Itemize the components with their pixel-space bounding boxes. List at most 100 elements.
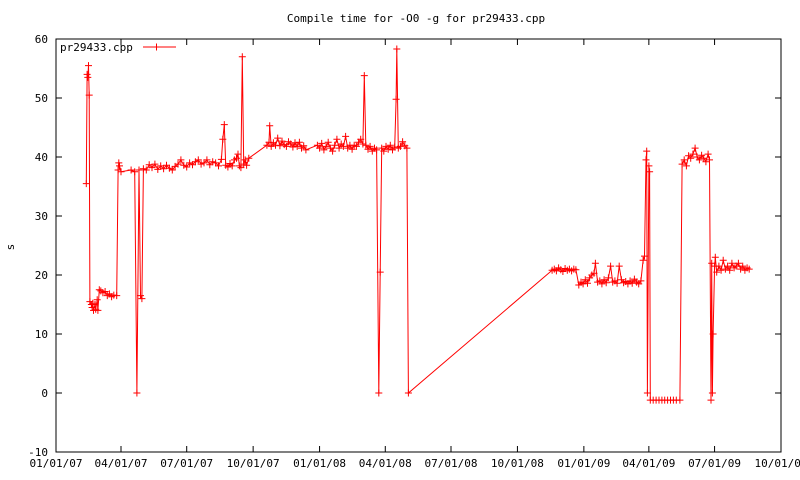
data-point-marker: [151, 160, 159, 168]
data-point-marker: [687, 154, 695, 162]
data-point-marker: [289, 143, 297, 151]
data-point-marker: [295, 138, 303, 146]
y-tick-label: 60: [35, 33, 48, 46]
data-point-marker: [676, 396, 684, 404]
data-point-marker: [191, 158, 199, 166]
data-point-marker: [200, 159, 208, 167]
data-point-marker: [276, 142, 284, 150]
data-point-marker: [203, 156, 211, 164]
x-tick-label: 10/01/09: [755, 457, 800, 470]
data-point-marker: [300, 142, 308, 150]
data-point-marker: [726, 266, 734, 274]
data-point-marker: [157, 162, 165, 170]
data-point-marker: [142, 166, 150, 174]
data-point-marker: [719, 256, 727, 264]
data-point-marker: [114, 166, 122, 174]
data-point-marker: [615, 262, 623, 270]
data-point-marker: [84, 73, 92, 81]
data-point-marker: [180, 161, 188, 169]
data-point-marker: [745, 265, 753, 273]
data-point-marker: [643, 389, 651, 397]
data-point-marker: [352, 142, 360, 150]
data-point-marker: [704, 150, 712, 158]
data-point-marker: [680, 156, 688, 164]
data-point-marker: [642, 156, 650, 164]
x-tick-label: 01/01/08: [293, 457, 346, 470]
data-point-marker: [168, 166, 176, 174]
data-point-marker: [375, 389, 383, 397]
data-point-marker: [322, 142, 330, 150]
data-point-marker: [133, 389, 141, 397]
data-point-marker: [206, 161, 214, 169]
data-point-marker: [85, 62, 92, 70]
data-point-marker: [165, 164, 173, 172]
x-tick-label: 01/01/07: [30, 457, 83, 470]
y-tick-label: 40: [35, 151, 48, 164]
data-point-marker: [220, 121, 228, 129]
x-tick-label: 04/01/07: [94, 457, 147, 470]
data-point-marker: [174, 160, 182, 168]
plot-frame: [55, 38, 782, 453]
data-point-marker: [641, 252, 648, 260]
data-point-marker: [302, 146, 310, 154]
data-point-marker: [724, 262, 732, 270]
data-point-marker: [186, 159, 194, 167]
x-tick-label: 07/01/09: [688, 457, 741, 470]
data-point-marker: [645, 162, 653, 170]
data-point-marker: [293, 142, 301, 150]
data-point-marker: [197, 160, 205, 168]
legend: pr29433.cpp: [60, 41, 176, 54]
data-point-marker: [695, 156, 703, 164]
data-point-marker: [717, 266, 725, 274]
data-point-marker: [86, 298, 94, 306]
data-point-marker: [708, 389, 716, 397]
y-tick-label: 20: [35, 269, 48, 282]
data-point-marker: [362, 141, 370, 149]
data-point-marker: [602, 279, 610, 287]
data-point-marker: [572, 266, 580, 274]
data-point-marker: [728, 259, 736, 267]
x-tick-label: 04/01/09: [622, 457, 675, 470]
data-point-marker: [177, 156, 185, 164]
data-point-marker: [324, 138, 332, 146]
data-point-marker: [94, 306, 102, 314]
data-point-marker: [113, 292, 121, 300]
data-point-marker: [646, 168, 654, 176]
data-point-marker: [93, 296, 101, 304]
data-point-marker: [702, 158, 710, 166]
y-tick-label: 30: [35, 210, 48, 223]
x-tick-label: 07/01/08: [425, 457, 478, 470]
y-tick-label: -10: [28, 446, 48, 459]
data-point-marker: [138, 295, 146, 303]
data-point-marker: [348, 145, 356, 153]
data-point-marker: [137, 292, 144, 300]
data-point-marker: [127, 166, 135, 174]
data-point-marker: [386, 141, 394, 149]
data-point-marker: [217, 155, 225, 163]
legend-marker-sample: [153, 43, 160, 51]
data-point-marker: [228, 162, 236, 170]
y-tick-label: 10: [35, 328, 48, 341]
series-line-pr29433: [85, 48, 750, 401]
y-axis-label: s: [4, 244, 17, 251]
data-point-marker: [607, 262, 615, 270]
data-point-marker: [598, 280, 606, 288]
data-point-marker: [739, 262, 747, 270]
data-point-marker: [245, 154, 253, 162]
data-point-marker: [235, 162, 243, 170]
data-point-marker: [342, 132, 350, 140]
data-point-marker: [316, 144, 324, 152]
data-point-marker: [83, 70, 91, 78]
data-point-marker: [707, 396, 715, 404]
x-tick-label: 01/01/09: [557, 457, 610, 470]
data-point-marker: [339, 142, 347, 150]
data-point-marker: [209, 158, 217, 166]
chart-title: Compile time for -O0 -g for pr29433.cpp: [287, 12, 545, 25]
data-point-marker: [404, 389, 412, 397]
data-point-marker: [380, 147, 388, 155]
data-point-marker: [376, 268, 384, 276]
data-point-marker: [392, 95, 400, 103]
data-point-marker: [101, 288, 109, 295]
data-point-marker: [272, 141, 279, 149]
